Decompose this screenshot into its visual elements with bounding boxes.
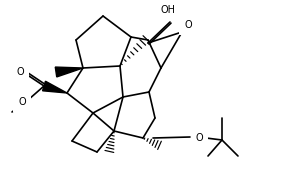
Polygon shape <box>42 81 67 93</box>
Text: O: O <box>196 133 204 143</box>
Text: OH: OH <box>160 5 176 15</box>
Polygon shape <box>55 67 83 77</box>
Text: O: O <box>18 97 26 107</box>
Text: O: O <box>184 20 192 30</box>
Text: O: O <box>16 67 24 77</box>
